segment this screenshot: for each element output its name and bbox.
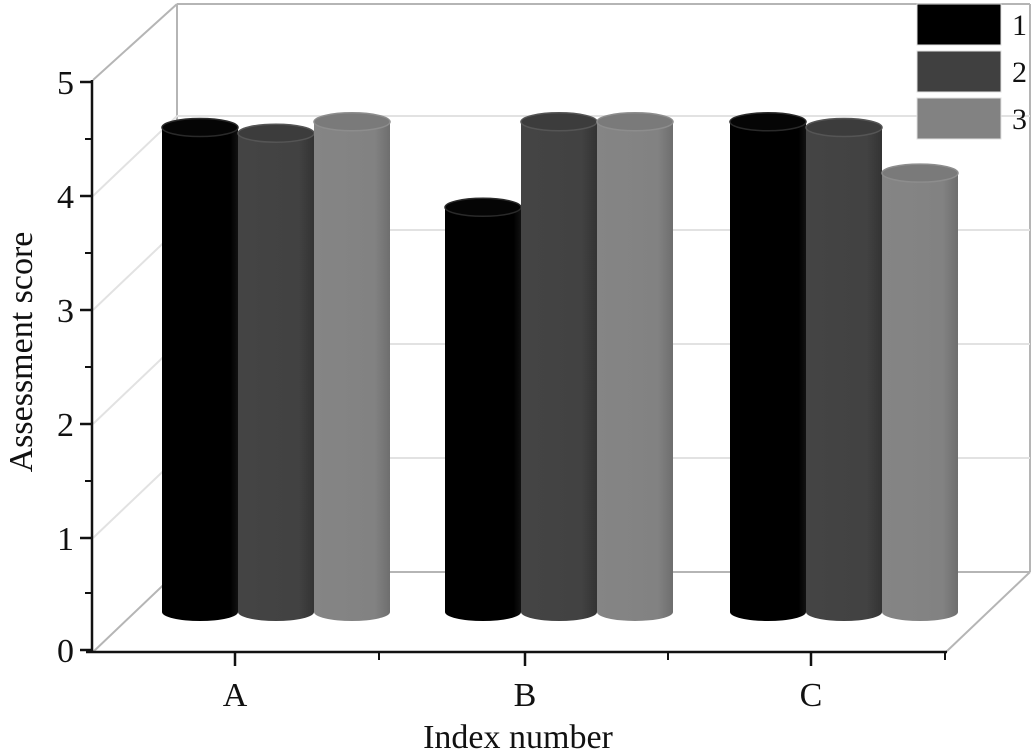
legend-swatch: [916, 50, 1002, 93]
x-axis: A B C: [86, 650, 947, 714]
legend-label: 1: [1012, 9, 1027, 42]
x-tick-label: C: [800, 677, 823, 714]
bar: [313, 112, 391, 622]
y-tick-label: 2: [57, 407, 74, 444]
legend-item: 2: [916, 50, 1027, 93]
bar: [161, 117, 239, 621]
bar: [444, 197, 522, 622]
y-tick-label: 5: [57, 65, 74, 102]
x-tick-label: A: [223, 677, 248, 714]
legend-label: 3: [1012, 103, 1027, 136]
y-tick-label: 4: [57, 179, 74, 216]
legend-swatch: [916, 3, 1002, 46]
y-tick-label: 3: [57, 293, 74, 330]
legend-swatch: [916, 97, 1002, 140]
x-axis-title: Index number: [423, 719, 613, 754]
y-axis: 0 1 2 3 4 5: [57, 65, 94, 670]
y-tick-label: 1: [57, 521, 74, 558]
legend-item: 3: [916, 97, 1027, 140]
bar: [729, 112, 807, 622]
bars: [161, 112, 959, 622]
bar: [596, 112, 674, 621]
bar: [520, 112, 598, 622]
legend-item: 1: [916, 3, 1027, 46]
bar: [805, 117, 883, 621]
legend: 1 2 3: [916, 3, 1027, 140]
legend-label: 2: [1012, 56, 1027, 89]
y-axis-title: Assessment score: [3, 232, 40, 473]
x-tick-label: B: [514, 677, 537, 714]
bar: [237, 123, 315, 621]
bar: [881, 163, 959, 621]
y-tick-label: 0: [57, 633, 74, 670]
